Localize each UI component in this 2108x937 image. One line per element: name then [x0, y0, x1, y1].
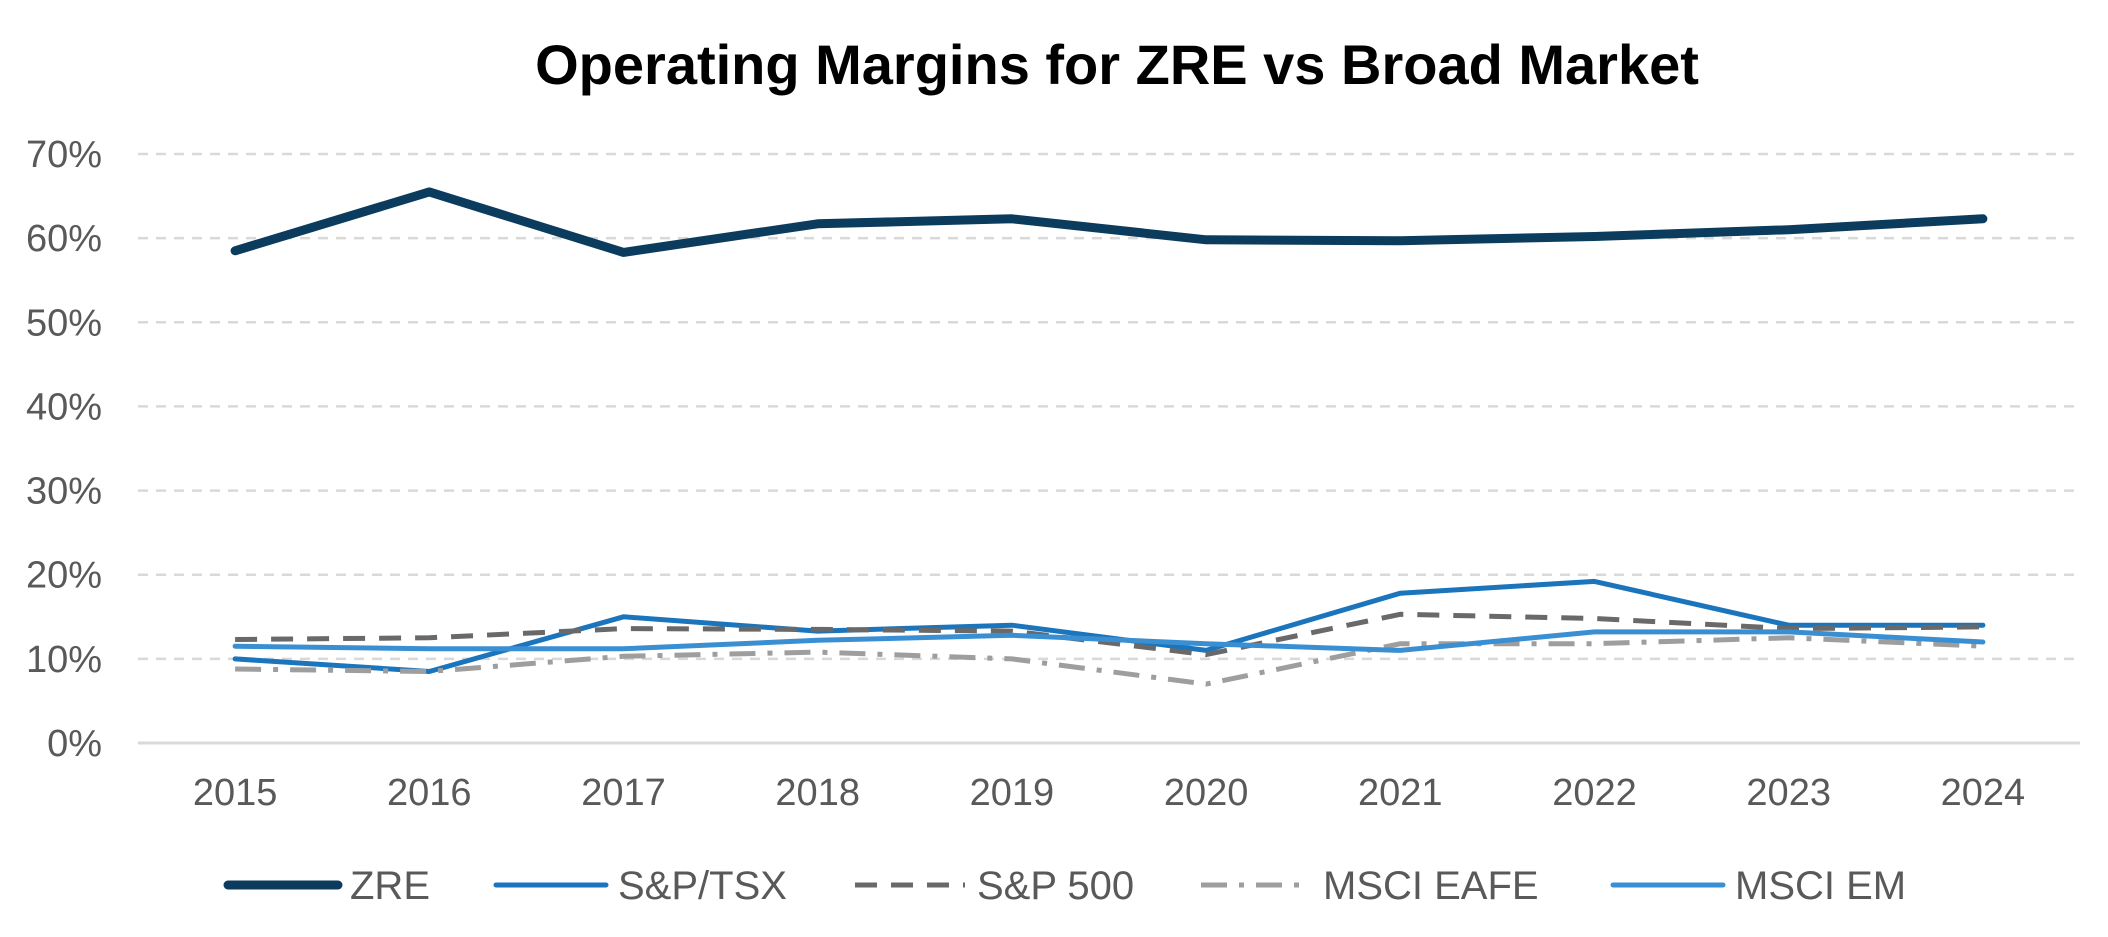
y-axis-ticks: 0% 10% 20% 30% 40% 50% 60% 70%	[26, 134, 102, 765]
legend-label: S&P 500	[977, 864, 1134, 908]
chart-title: Operating Margins for ZRE vs Broad Marke…	[535, 33, 1699, 96]
series-line-zre	[230, 187, 1988, 257]
x-tick-label: 2016	[387, 772, 472, 814]
x-tick-label: 2020	[1164, 772, 1249, 814]
gridlines	[138, 152, 2080, 745]
x-tick-label: 2024	[1941, 772, 2026, 814]
x-tick-label: 2018	[775, 772, 860, 814]
x-tick-label: 2021	[1358, 772, 1443, 814]
y-tick-label: 20%	[26, 555, 102, 597]
series-line-s-p-500	[235, 611, 1983, 658]
y-tick-label: 70%	[26, 134, 102, 176]
legend: ZRE S&P/TSX S&P 500 MSCI EAFE MSCI EM	[223, 864, 1906, 908]
y-tick-label: 60%	[26, 218, 102, 260]
series-line-msci-em	[232, 629, 1986, 653]
legend-label: ZRE	[350, 864, 430, 908]
x-tick-label: 2022	[1552, 772, 1637, 814]
y-tick-label: 50%	[26, 302, 102, 344]
series-lines	[230, 187, 1988, 687]
legend-label: MSCI EM	[1735, 864, 1906, 908]
series-line-msci-eafe	[235, 635, 1984, 687]
y-tick-label: 30%	[26, 471, 102, 513]
y-tick-label: 0%	[47, 723, 102, 765]
x-tick-label: 2019	[970, 772, 1055, 814]
x-tick-label: 2017	[581, 772, 666, 814]
legend-label: MSCI EAFE	[1323, 864, 1539, 908]
y-tick-label: 10%	[26, 639, 102, 681]
x-tick-label: 2015	[193, 772, 278, 814]
x-axis-ticks: 2015 2016 2017 2018 2019 2020 2021 2022 2023 2024	[193, 772, 2025, 814]
y-tick-label: 40%	[26, 386, 102, 428]
x-tick-label: 2023	[1746, 772, 1831, 814]
legend-label: S&P/TSX	[618, 864, 787, 908]
